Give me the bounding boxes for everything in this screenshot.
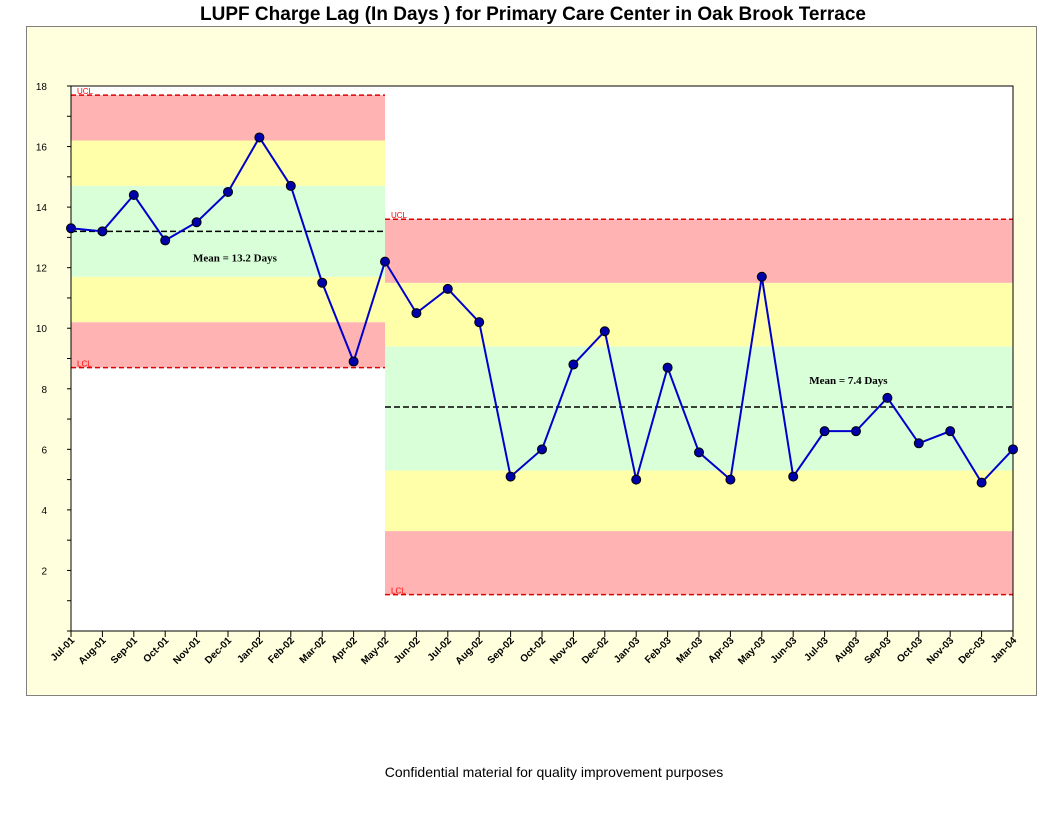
x-tick-label: Nov-02 <box>548 635 580 667</box>
data-point <box>537 444 547 455</box>
x-tick-label: Jun-02 <box>392 635 423 666</box>
x-tick-label: Sep-01 <box>109 635 140 666</box>
footer-note: Confidential material for quality improv… <box>384 764 724 780</box>
x-tick-label: Jul-03 <box>803 635 832 664</box>
ucl-label: UCL <box>77 87 94 96</box>
zone-band <box>385 219 1013 283</box>
x-tick-label: Nov-01 <box>171 635 203 667</box>
zone-band <box>385 282 1013 347</box>
data-point <box>756 271 767 282</box>
x-tick-label: Mar-03 <box>675 635 706 666</box>
x-tick-label: Dec-02 <box>580 635 611 666</box>
x-tick-label: Dec-01 <box>203 635 234 666</box>
data-point <box>819 426 830 437</box>
x-tick-label: Jul-02 <box>426 635 455 664</box>
x-tick-label: Aug-02 <box>454 635 486 667</box>
data-point <box>442 283 453 294</box>
zone-band <box>385 531 1013 595</box>
x-tick-label: Nov-03 <box>925 635 957 667</box>
y-tick-label: 6 <box>41 445 47 456</box>
y-tick-label: 2 <box>41 566 47 577</box>
data-point <box>285 180 296 191</box>
data-point <box>505 471 516 482</box>
zone-band <box>385 470 1013 532</box>
y-tick-label: 4 <box>41 506 47 517</box>
zone-band <box>71 95 385 141</box>
y-tick-label: 14 <box>36 203 48 214</box>
control-chart: UCL LCL Mean = 13.2 Days UCL LCL Mean = 7.4 D… <box>36 82 1020 667</box>
data-point <box>474 317 485 328</box>
x-tick-label: Oct-02 <box>518 635 548 665</box>
data-point <box>223 186 233 197</box>
x-tick-label: Dec-03 <box>957 635 988 666</box>
x-tick-label: Apr-02 <box>330 635 360 665</box>
x-tick-label: Sep-03 <box>863 635 894 666</box>
zone-band <box>71 322 385 368</box>
lcl-label: LCL <box>391 587 406 596</box>
data-point <box>97 226 108 237</box>
data-point <box>599 326 610 337</box>
x-tick-label: Jul-01 <box>49 635 78 664</box>
y-tick-label: 12 <box>36 264 48 275</box>
ucl-label: UCL <box>391 211 408 220</box>
x-tick-label: Oct-01 <box>142 635 172 665</box>
data-point <box>851 426 861 437</box>
chart-title: LUPF Charge Lag (In Days ) for Primary C… <box>200 4 866 25</box>
data-point <box>254 132 265 143</box>
data-point <box>66 223 76 234</box>
data-point <box>913 438 924 449</box>
mean-label: Mean = 13.2 Days <box>193 252 278 264</box>
data-point <box>882 392 893 403</box>
data-point <box>317 277 328 288</box>
data-point <box>128 190 139 200</box>
data-point <box>160 235 171 246</box>
zone-band <box>71 276 385 323</box>
data-point <box>568 359 579 370</box>
x-tick-label: Aug03 <box>833 635 863 665</box>
data-point <box>380 256 390 267</box>
x-tick-label: Jun-03 <box>769 635 800 666</box>
y-tick-label: 16 <box>36 143 48 154</box>
x-tick-label: May-02 <box>359 635 391 667</box>
data-point <box>348 356 359 367</box>
data-point <box>662 362 673 373</box>
x-tick-label: Mar-02 <box>298 635 329 666</box>
x-tick-label: Jan-04 <box>989 635 1019 665</box>
data-point <box>631 474 642 485</box>
x-tick-label: Oct-03 <box>895 635 925 665</box>
y-tick-label: 8 <box>41 385 47 396</box>
x-tick-label: Feb-02 <box>266 635 297 666</box>
x-tick-label: Aug-01 <box>77 635 109 667</box>
x-tick-label: Jan-02 <box>235 635 265 665</box>
data-point <box>725 474 736 485</box>
data-point <box>945 426 956 437</box>
data-point <box>191 217 202 228</box>
lcl-label: LCL <box>77 360 92 369</box>
zone-band <box>71 140 385 186</box>
x-tick-label: Sep-02 <box>486 635 517 666</box>
x-tick-label: Feb-03 <box>643 635 674 666</box>
x-tick-label: May-03 <box>736 635 768 667</box>
x-tick-label: Apr-03 <box>706 635 736 665</box>
y-tick-label: 10 <box>36 324 48 335</box>
data-point <box>411 308 422 319</box>
y-tick-label: 18 <box>36 82 48 93</box>
data-point <box>1008 444 1018 455</box>
data-point <box>788 471 799 482</box>
mean-label: Mean = 7.4 Days <box>809 375 888 387</box>
x-tick-label: Jan-03 <box>612 635 642 665</box>
data-point <box>976 477 987 488</box>
data-point <box>694 447 704 458</box>
